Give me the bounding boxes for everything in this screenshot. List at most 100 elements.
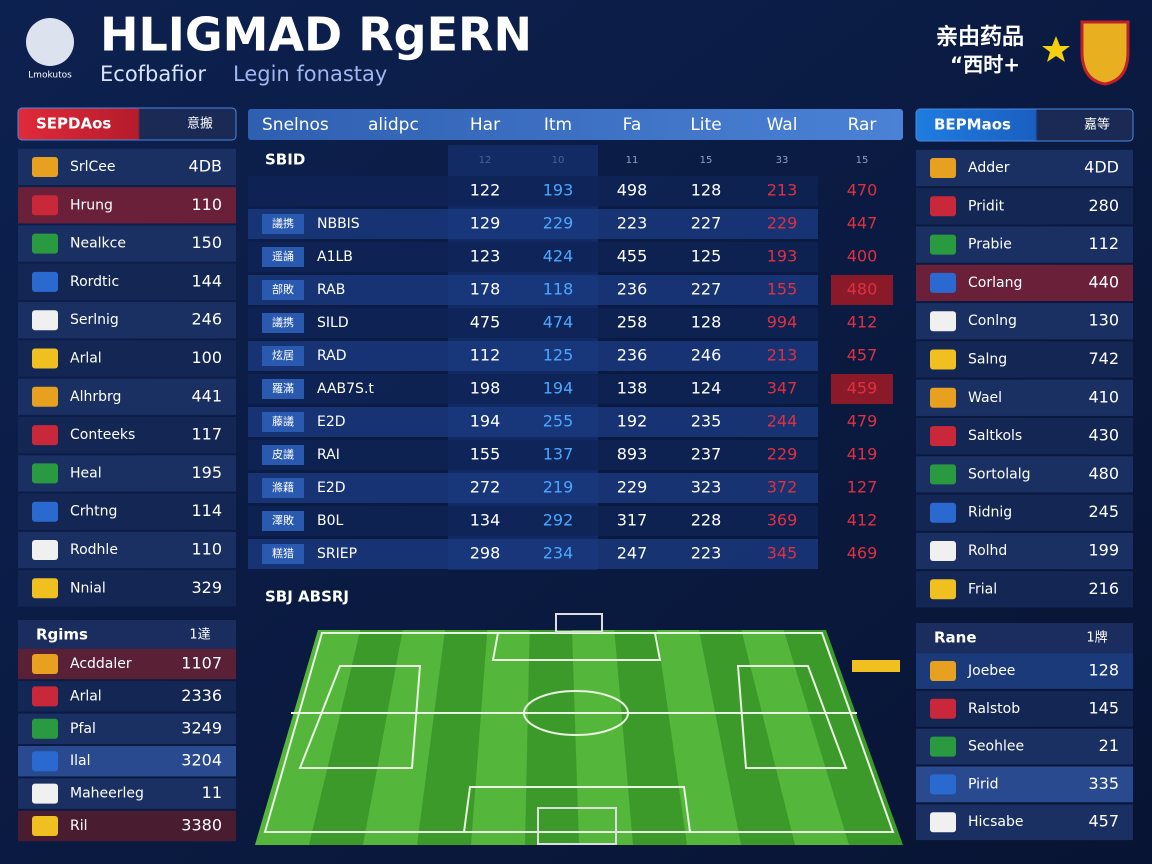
row-name: RAD <box>317 348 347 364</box>
sub-value: 15 <box>856 155 869 166</box>
table-row <box>248 341 818 371</box>
team-name: Hrung <box>70 197 113 213</box>
cell-value: 228 <box>691 511 722 530</box>
subtitle: Legin fonastay <box>233 62 387 86</box>
cell-value: 178 <box>470 280 501 299</box>
crest-icon <box>1080 20 1130 86</box>
team-value: 110 <box>191 540 222 559</box>
team-name: Maheerleg <box>70 786 144 802</box>
team-icon <box>32 718 58 739</box>
panel-header-text: Rgims <box>36 626 88 644</box>
row-tag-text: 議携 <box>272 216 294 230</box>
cell-value: 194 <box>543 379 574 398</box>
cell-value: 227 <box>691 214 722 233</box>
row-name: E2D <box>317 480 346 496</box>
star-icon <box>1042 36 1070 62</box>
cell-value: 247 <box>617 544 648 563</box>
cell-value: 229 <box>617 478 648 497</box>
cell-value: 470 <box>847 181 878 200</box>
row-tag-text: 遥誦 <box>272 249 294 263</box>
row-tag-text: 澤敗 <box>272 513 294 527</box>
team-value: 2336 <box>181 686 222 705</box>
cell-value: 213 <box>767 346 798 365</box>
team-name: Pfal <box>70 721 96 737</box>
row-tag <box>262 313 304 333</box>
table-row <box>248 440 818 470</box>
cell-value: 412 <box>847 313 878 332</box>
team-icon <box>930 541 956 561</box>
team-icon <box>32 348 58 369</box>
table-row <box>248 275 818 305</box>
cell-value: 138 <box>617 379 648 398</box>
cell-value: 236 <box>617 280 648 299</box>
row-name: NBBIS <box>317 216 360 232</box>
team-icon <box>930 349 956 370</box>
cell-value: 193 <box>767 247 798 266</box>
team-value: 144 <box>191 271 222 290</box>
cell-value: 192 <box>617 412 648 431</box>
panel-header-text: 嘉等 <box>1084 117 1110 133</box>
sub-value: 11 <box>626 155 639 166</box>
cell-value: 479 <box>847 412 878 431</box>
team-icon <box>930 196 956 217</box>
team-icon <box>32 751 58 772</box>
row-name: RAB <box>317 282 345 298</box>
team-value: 742 <box>1088 349 1119 368</box>
cell-value: 459 <box>847 379 878 398</box>
team-name: Crhtng <box>70 504 117 520</box>
cell-value: 236 <box>617 346 648 365</box>
pitch-stripe <box>741 630 849 845</box>
team-value: 280 <box>1088 196 1119 215</box>
column-header: alidpc <box>368 115 419 135</box>
team-icon <box>32 310 58 331</box>
cell-value: 134 <box>470 511 501 530</box>
team-icon <box>32 501 58 522</box>
row-tag <box>262 478 304 498</box>
row-tag <box>262 346 304 366</box>
cell-value: 235 <box>691 412 722 431</box>
cell-value: 227 <box>691 280 722 299</box>
pitch-stripe <box>471 630 530 845</box>
team-icon <box>930 311 956 332</box>
team-icon <box>32 463 58 484</box>
cell-value: 345 <box>767 544 798 563</box>
pitch-stripe <box>656 630 741 845</box>
cell-value: 229 <box>767 214 798 233</box>
cell-value: 223 <box>691 544 722 563</box>
team-value: 246 <box>191 310 222 329</box>
cell-value: 213 <box>767 181 798 200</box>
team-name: Ril <box>70 818 88 834</box>
cell-value: 369 <box>767 511 798 530</box>
panel-header <box>18 620 236 650</box>
team-name: Ilal <box>70 753 91 769</box>
row-tag <box>262 412 304 432</box>
cell-value: 292 <box>543 511 574 530</box>
team-value: 11 <box>202 783 222 802</box>
cell-value: 412 <box>847 511 878 530</box>
team-value: 3380 <box>181 816 222 835</box>
team-name: Sortolalg <box>968 466 1031 482</box>
team-value: 329 <box>191 578 222 597</box>
cell-value: 475 <box>470 313 501 332</box>
team-icon <box>32 271 58 292</box>
table-row <box>248 308 818 338</box>
cell-value: 424 <box>543 247 574 266</box>
cell-value: 498 <box>617 181 648 200</box>
sub-value: 15 <box>700 155 713 166</box>
team-icon <box>930 426 956 447</box>
team-name: Salng <box>968 352 1007 368</box>
column-header: Snelnos <box>262 115 329 135</box>
table-row <box>248 539 818 569</box>
team-name: Frial <box>968 581 997 597</box>
team-value: 4DB <box>189 157 222 176</box>
row-name: A1LB <box>317 249 353 265</box>
team-icon <box>32 425 58 446</box>
team-icon <box>32 686 58 707</box>
cell-value: 193 <box>543 181 574 200</box>
team-icon <box>32 386 58 407</box>
row-tag-text: 滌藉 <box>272 480 294 494</box>
cell-value: 118 <box>543 280 574 299</box>
team-icon <box>930 502 956 523</box>
team-value: 457 <box>1088 812 1119 831</box>
table-row <box>248 209 818 239</box>
